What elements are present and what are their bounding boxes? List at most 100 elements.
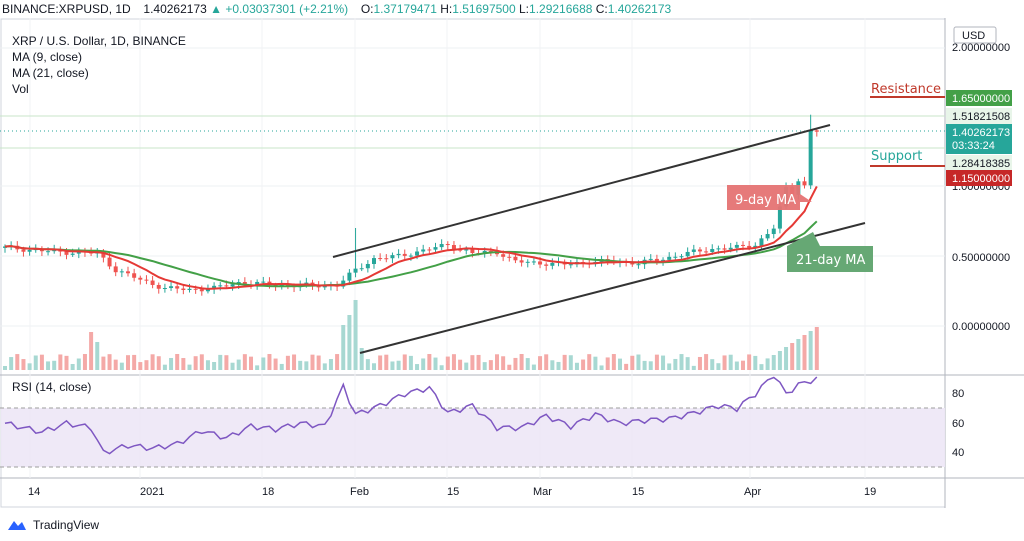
volume-bar-93 bbox=[574, 362, 579, 370]
volume-bar-27 bbox=[169, 357, 174, 370]
volume-bar-19 bbox=[119, 362, 124, 370]
ma21-callout-label: 21-day MA bbox=[796, 253, 865, 268]
volume-bar-72 bbox=[445, 356, 450, 370]
volume-bar-61 bbox=[378, 355, 383, 370]
tradingview-cloud-icon bbox=[8, 521, 26, 530]
candle-body-75 bbox=[464, 249, 469, 251]
volume-bar-127 bbox=[784, 347, 789, 370]
candle-body-37 bbox=[230, 284, 235, 287]
candle-body-60 bbox=[372, 258, 376, 264]
tradingview-logo[interactable]: TradingView bbox=[6, 518, 99, 532]
volume-bar-16 bbox=[101, 356, 106, 370]
chart-title: XRP / U.S. Dollar, 1D, BINANCE bbox=[12, 34, 186, 48]
candle-body-112 bbox=[691, 249, 696, 252]
candle-body-61 bbox=[378, 258, 383, 260]
volume-bar-15 bbox=[95, 342, 100, 370]
time-tick-18: 18 bbox=[262, 486, 274, 498]
candle-body-10 bbox=[64, 251, 69, 255]
volume-bar-68 bbox=[421, 358, 426, 370]
volume-bar-75 bbox=[464, 362, 469, 370]
candle-body-19 bbox=[119, 271, 124, 273]
channel-lower-line[interactable] bbox=[359, 222, 866, 354]
volume-bar-25 bbox=[156, 356, 161, 370]
channel-upper-line[interactable] bbox=[332, 124, 831, 258]
candle-body-68 bbox=[421, 249, 426, 252]
high-label: H: bbox=[440, 2, 453, 16]
volume-bar-74 bbox=[458, 359, 463, 370]
rsi-tick-80: 80 bbox=[952, 388, 964, 400]
grid bbox=[0, 18, 945, 478]
volume-bar-58 bbox=[359, 348, 364, 370]
volume-bar-2 bbox=[15, 354, 20, 370]
volume-bar-113 bbox=[697, 356, 702, 370]
volume-bar-126 bbox=[777, 351, 782, 370]
volume-bar-78 bbox=[482, 362, 487, 370]
candle-body-32 bbox=[199, 289, 204, 292]
volume-bar-45 bbox=[279, 363, 284, 370]
volume-bar-96 bbox=[593, 356, 598, 370]
candle-body-124 bbox=[765, 234, 770, 239]
last-price: 1.40262173 bbox=[143, 2, 207, 16]
support-tag bbox=[946, 170, 1012, 186]
volume-bar-37 bbox=[230, 362, 235, 370]
volume-bar-125 bbox=[771, 355, 776, 370]
volume-bar-83 bbox=[513, 357, 518, 370]
volume-bar-104 bbox=[642, 360, 647, 370]
volume-bar-130 bbox=[802, 335, 807, 370]
volume-bar-14 bbox=[89, 332, 94, 370]
volume-bar-33 bbox=[205, 360, 210, 370]
candle-body-4 bbox=[27, 249, 32, 252]
volume-bar-85 bbox=[525, 358, 530, 370]
support-tag-text: 1.15000000 bbox=[952, 173, 1010, 185]
candle-body-116 bbox=[716, 248, 721, 250]
volume-bar-128 bbox=[790, 343, 795, 370]
volume-bar-80 bbox=[495, 354, 499, 370]
candle-body-130 bbox=[802, 181, 807, 186]
volume-bar-131 bbox=[808, 331, 813, 370]
low-tag bbox=[946, 155, 1012, 171]
volume-bar-121 bbox=[747, 354, 752, 370]
volume-bar-26 bbox=[162, 364, 167, 370]
symbol-header: BINANCE:XRPUSD, 1D 1.40262173 ▲ +0.03037… bbox=[0, 0, 1024, 18]
volume-bar-92 bbox=[568, 355, 573, 370]
volume-bar-56 bbox=[347, 315, 352, 370]
candle-body-30 bbox=[187, 288, 192, 290]
volume-bar-34 bbox=[212, 362, 217, 370]
price-tick-0: 0.00000000 bbox=[952, 321, 1010, 333]
candle-body-46 bbox=[285, 284, 290, 286]
volume-bar-87 bbox=[538, 356, 543, 370]
price-chart[interactable]: 9-day MA 21-day MA Resistance Support US… bbox=[0, 18, 1024, 508]
volume-bar-120 bbox=[741, 360, 745, 370]
candle-body-64 bbox=[396, 253, 401, 256]
volume-bar-6 bbox=[39, 354, 44, 370]
resistance-tag-text: 1.65000000 bbox=[952, 93, 1010, 105]
volume-bar-3 bbox=[21, 359, 26, 370]
candle-body-73 bbox=[451, 245, 456, 250]
candle-body-42 bbox=[261, 281, 266, 283]
ma9-callout: 9-day MA bbox=[727, 185, 812, 210]
currency-box[interactable] bbox=[953, 26, 997, 44]
volume-bar-11 bbox=[70, 364, 75, 370]
candle-body-84 bbox=[519, 260, 524, 263]
candle-body-66 bbox=[408, 255, 413, 257]
rsi-tick-40: 40 bbox=[952, 447, 964, 459]
price-tick-05: 0.50000000 bbox=[952, 252, 1010, 264]
volume-bar-86 bbox=[531, 364, 536, 370]
candle-body-88 bbox=[544, 264, 549, 266]
volume-bar-47 bbox=[292, 354, 297, 370]
candle-body-65 bbox=[402, 253, 407, 256]
candle-body-120 bbox=[741, 244, 745, 246]
time-tick-mar: Mar bbox=[533, 486, 552, 498]
low-tag-text: 1.28418385 bbox=[952, 158, 1010, 170]
volume-bar-71 bbox=[439, 365, 444, 370]
volume-bar-46 bbox=[285, 355, 290, 370]
candle-body-118 bbox=[728, 247, 733, 250]
candle-body-36 bbox=[224, 285, 229, 287]
up-arrow-icon: ▲ bbox=[210, 2, 223, 16]
volume-bar-69 bbox=[427, 354, 432, 370]
candle-body-25 bbox=[156, 284, 161, 289]
resistance-label: Resistance bbox=[871, 82, 941, 97]
volume-bar-110 bbox=[679, 354, 684, 370]
candle-body-125 bbox=[771, 228, 776, 235]
high-value: 1.51697500 bbox=[452, 2, 516, 16]
